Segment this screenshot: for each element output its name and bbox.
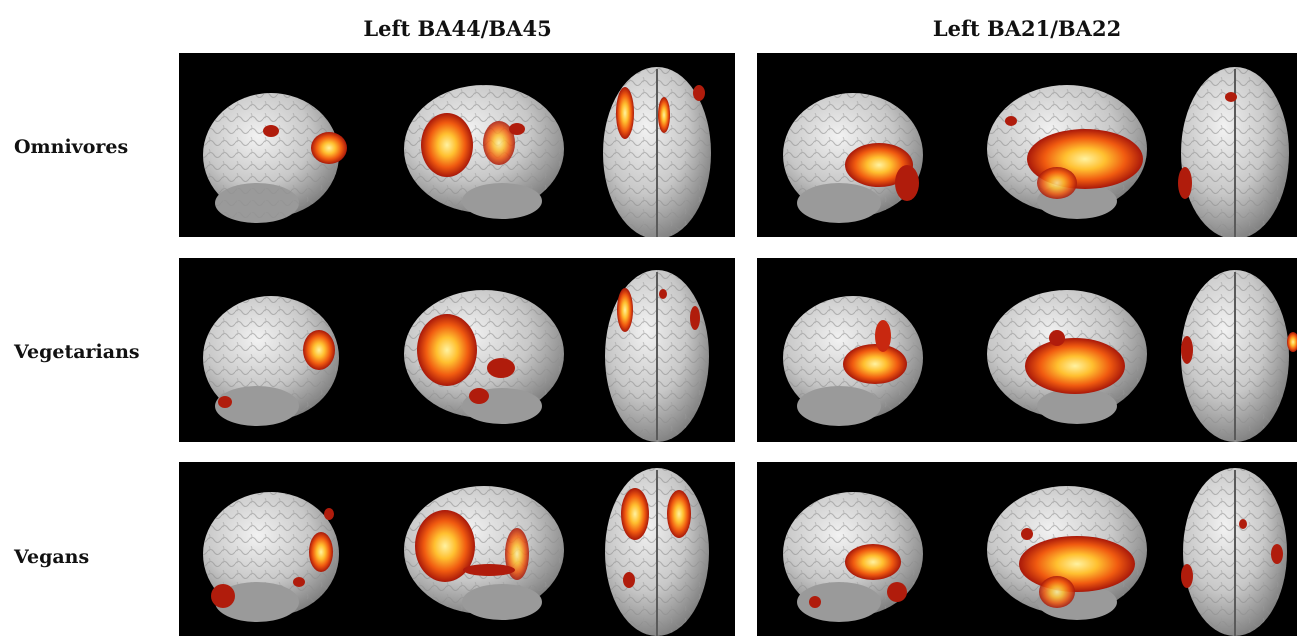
row-label-omnivores: Omnivores xyxy=(14,136,128,158)
brain-right-lateral xyxy=(987,290,1147,424)
brain-dorsal xyxy=(603,67,711,237)
brain-right-lateral xyxy=(987,486,1147,620)
panel-omnivores-ba21-ba22 xyxy=(757,53,1297,237)
brain-right-lateral xyxy=(987,85,1147,219)
panel-vegetarians-ba44-ba45 xyxy=(179,258,735,442)
brain-right-lateral xyxy=(404,290,564,424)
row-label-vegetarians: Vegetarians xyxy=(14,341,140,363)
panel-vegetarians-ba21-ba22 xyxy=(757,258,1297,442)
brain-dorsal xyxy=(605,270,709,442)
column-title-ba21-ba22: Left BA21/BA22 xyxy=(757,16,1297,41)
brain-left-lateral xyxy=(203,93,347,223)
brain-dorsal xyxy=(1181,468,1287,636)
brain-left-lateral xyxy=(203,492,339,622)
column-title-ba44-ba45: Left BA44/BA45 xyxy=(180,16,735,41)
row-label-vegans: Vegans xyxy=(14,546,89,568)
brain-left-lateral xyxy=(783,492,923,622)
panel-vegans-ba21-ba22 xyxy=(757,462,1297,636)
panel-omnivores-ba44-ba45 xyxy=(179,53,735,237)
brain-left-lateral xyxy=(203,296,339,426)
panel-vegans-ba44-ba45 xyxy=(179,462,735,636)
brain-right-lateral xyxy=(404,85,564,219)
brain-left-lateral xyxy=(783,93,923,223)
brain-right-lateral xyxy=(404,486,564,620)
brain-dorsal xyxy=(1178,67,1289,237)
brain-dorsal xyxy=(1181,270,1297,442)
brain-dorsal xyxy=(605,468,709,636)
brain-left-lateral xyxy=(783,296,923,426)
